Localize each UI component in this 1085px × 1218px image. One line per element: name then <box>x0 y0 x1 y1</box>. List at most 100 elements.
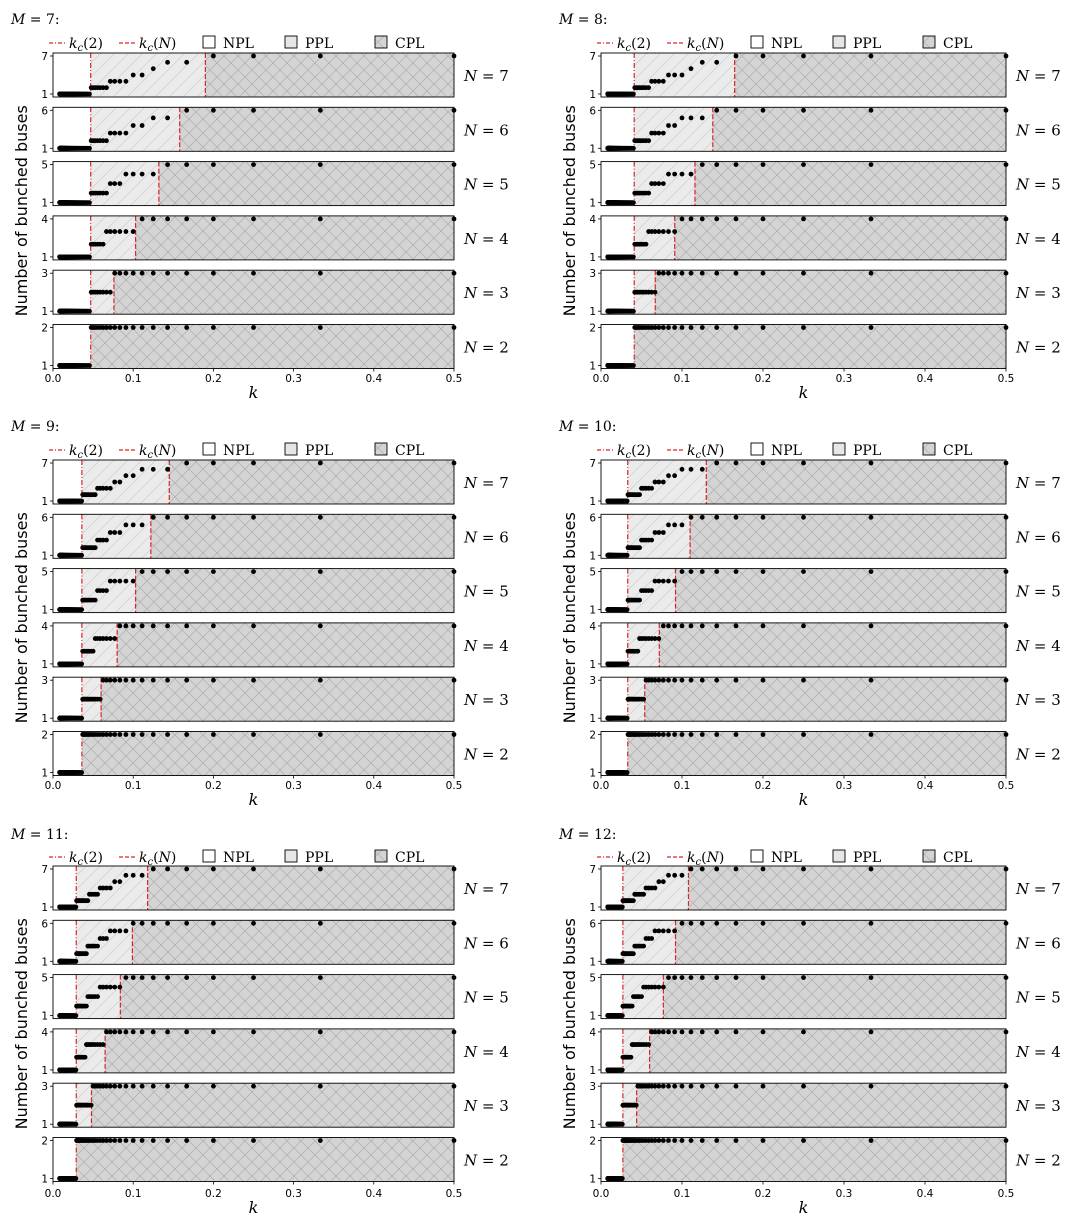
subplot-frame <box>52 161 455 207</box>
data-point <box>123 325 129 330</box>
data-point <box>699 569 705 574</box>
data-point <box>123 270 129 276</box>
data-point <box>666 975 671 980</box>
data-point <box>317 1029 323 1035</box>
data-point <box>139 623 145 629</box>
cpl-region <box>76 1137 455 1182</box>
legend-box-swatch <box>374 849 388 863</box>
data-point <box>123 1029 129 1035</box>
data-point <box>165 270 170 276</box>
legend-label: CPL <box>943 443 972 459</box>
data-point <box>317 569 323 574</box>
data-point <box>801 920 806 926</box>
data-point <box>652 289 658 295</box>
legend-box-swatch <box>202 35 216 49</box>
npl-region <box>601 568 628 613</box>
data-point <box>117 530 123 535</box>
y-tick-label: 5 <box>589 567 596 579</box>
data-point <box>660 1138 666 1143</box>
y-tick-label: 2 <box>41 1136 48 1148</box>
data-point <box>150 623 156 629</box>
data-point <box>672 677 678 683</box>
data-point <box>688 216 694 222</box>
data-point <box>666 578 671 584</box>
data-point <box>317 866 323 872</box>
npl-region <box>601 677 628 722</box>
y-tick-label: 3 <box>589 675 596 687</box>
data-point <box>868 107 874 113</box>
y-tick-label: 3 <box>41 268 48 280</box>
subplot-N3: 13N = 3 <box>589 268 1060 318</box>
npl-region <box>53 920 77 965</box>
data-point <box>112 78 118 84</box>
data-point <box>714 514 720 520</box>
legend-item-k-c-2-: kc(2) <box>49 443 103 461</box>
data-point <box>139 677 145 683</box>
subplot-N6: 16N = 6 <box>41 512 508 562</box>
x-tick-label: 0.4 <box>365 1188 382 1200</box>
cpl-region <box>91 1083 454 1128</box>
data-point <box>631 308 636 314</box>
data-point <box>672 229 678 234</box>
data-point <box>107 732 113 737</box>
data-point <box>317 677 323 683</box>
data-point <box>130 1083 136 1089</box>
legend-item-cpl: CPL <box>374 35 424 52</box>
legend-label: NPL <box>223 443 254 459</box>
data-point <box>656 578 662 584</box>
data-point <box>184 1138 190 1143</box>
data-point <box>801 325 806 330</box>
data-point <box>801 216 806 222</box>
data-point <box>123 78 129 84</box>
data-point <box>660 677 666 683</box>
ppl-region <box>634 107 713 152</box>
y-tick-label: 2 <box>589 1136 596 1148</box>
legend-item-cpl: CPL <box>922 849 972 866</box>
y-tick-label: 1 <box>589 361 596 373</box>
data-point <box>73 958 79 964</box>
legend: kc(2) kc(N) NPL PPL CPL <box>597 442 972 461</box>
data-point <box>801 162 806 168</box>
ppl-region <box>622 1028 650 1073</box>
x-tick-label: 0.4 <box>917 373 934 385</box>
data-point <box>211 53 216 59</box>
cpl-region <box>644 677 1006 722</box>
y-tick-label: 7 <box>41 864 48 876</box>
x-tick-label: 0.0 <box>593 373 610 385</box>
y-tick-label: 2 <box>589 323 596 335</box>
y-tick-label: 1 <box>41 1119 48 1131</box>
subplot-N6: 16N = 6 <box>589 512 1060 562</box>
data-point <box>656 78 662 84</box>
data-point <box>130 677 136 683</box>
data-point <box>139 1138 145 1143</box>
data-point <box>104 190 109 196</box>
data-point <box>150 975 156 980</box>
legend-item-ppl: PPL <box>284 442 333 459</box>
data-point <box>211 270 216 276</box>
data-point <box>184 623 190 629</box>
subplot-N5: 15N = 5 <box>41 567 508 617</box>
cpl-region <box>179 107 454 152</box>
data-point <box>317 53 323 59</box>
data-point <box>184 59 190 65</box>
data-point <box>317 732 323 737</box>
subplot-N6: 16N = 6 <box>589 105 1060 155</box>
data-point <box>73 1067 79 1073</box>
data-point <box>107 578 113 584</box>
data-point <box>123 975 129 980</box>
data-point <box>123 1083 129 1089</box>
legend-box-swatch <box>202 849 216 863</box>
subplot-N2: 12N = 20.0 0.1 0.2 0.3 0.4 0.5k <box>41 1136 508 1218</box>
cpl-region <box>706 460 1006 504</box>
y-tick-label: 4 <box>41 214 48 226</box>
data-point <box>660 479 666 485</box>
data-point <box>123 473 129 479</box>
y-tick-label: 1 <box>41 1011 48 1023</box>
data-point <box>666 522 671 528</box>
data-point <box>679 569 685 574</box>
subplot-N3: 13N = 3 <box>41 675 508 725</box>
data-point <box>112 479 118 485</box>
y-tick-label: 5 <box>41 160 48 172</box>
row-label: N = 3 <box>1015 284 1061 302</box>
